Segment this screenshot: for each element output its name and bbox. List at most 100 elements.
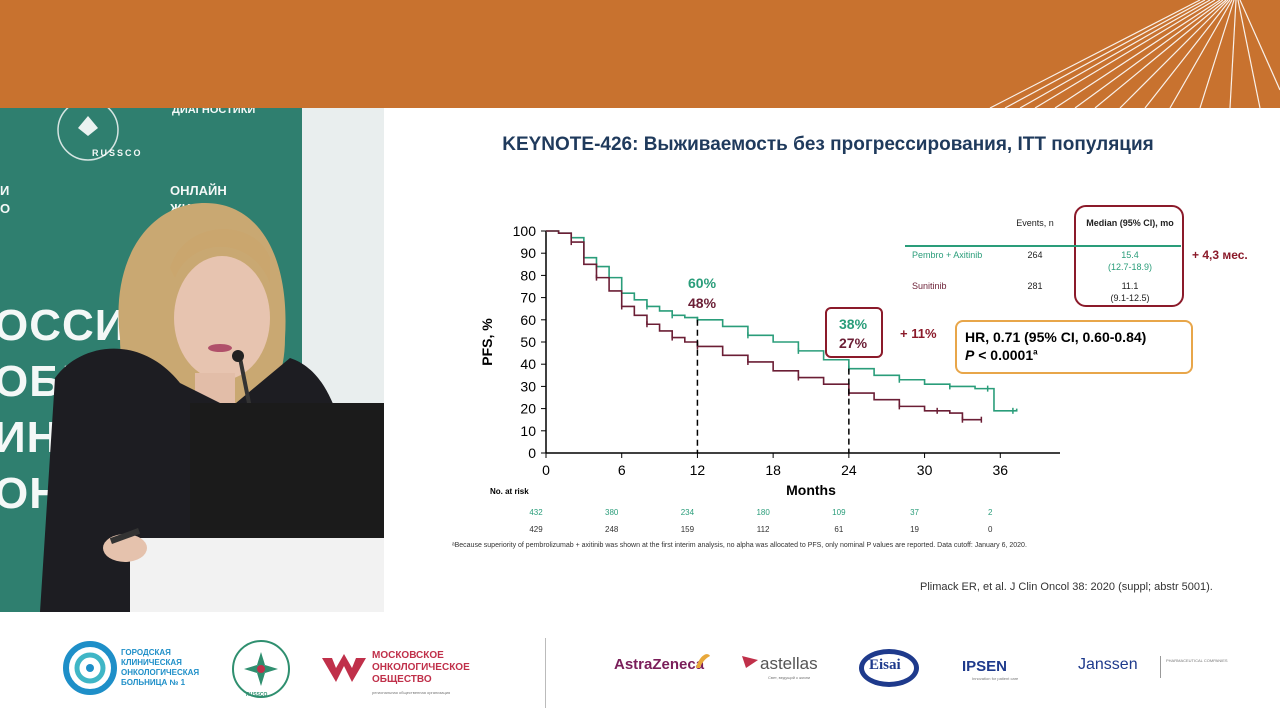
landmark-24-pembro: 38%	[839, 316, 868, 332]
risk-suni-value: 61	[834, 525, 843, 534]
landmark-24-suni: 27%	[839, 335, 868, 351]
hospital-line-4: БОЛЬНИЦА № 1	[121, 678, 186, 687]
km-curve-sunitinib	[546, 230, 982, 421]
moo-logo-text: МОСКОВСКОЕ ОНКОЛОГИЧЕСКОЕ ОБЩЕСТВО	[372, 650, 470, 686]
russco-logo-text: RUSSCO	[246, 692, 268, 698]
astellas-subtext: Свет, ведущий к жизни	[768, 675, 811, 680]
x-tick-label: 30	[917, 462, 933, 478]
astrazeneca-logo: AstraZeneca	[614, 656, 705, 673]
hospital-line-2: КЛИНИЧЕСКАЯ	[121, 658, 182, 667]
y-tick-label: 40	[520, 356, 536, 372]
ipsen-logo: IPSEN	[962, 658, 1008, 675]
y-tick-label: 20	[520, 401, 536, 417]
x-axis-title: Months	[786, 482, 836, 498]
row-suni-median: 11.1	[1121, 281, 1139, 291]
x-tick-label: 12	[690, 462, 706, 478]
median-delta-label: + 4,3 мес.	[1192, 248, 1248, 262]
astellas-star-icon	[742, 656, 758, 668]
risk-pembro-value: 180	[756, 508, 770, 517]
slide-footnote: ᵃBecause superiority of pembrolizumab + …	[452, 542, 1027, 549]
logo-divider	[545, 638, 546, 708]
row-pembro-arm: Pembro + Axitinib	[912, 250, 983, 260]
astellas-logo: astellas	[760, 654, 818, 673]
moo-line-1: МОСКОВСКОЕ	[372, 650, 444, 661]
col-events-header: Events, n	[1016, 218, 1054, 228]
risk-pembro-value: 2	[988, 508, 993, 517]
risk-suni-value: 0	[988, 525, 993, 534]
backdrop-side-2: О	[0, 201, 11, 216]
chart-curves	[546, 230, 1018, 423]
risk-suni-value: 19	[910, 525, 919, 534]
x-tick-label: 0	[542, 462, 550, 478]
row-suni-ci: (9.1-12.5)	[1110, 293, 1150, 303]
risk-table-label: No. at risk	[490, 487, 529, 496]
p-label: P	[965, 347, 975, 363]
p-value: < 0.0001	[978, 347, 1034, 363]
sponsor-logos: ГОРОДСКАЯ КЛИНИЧЕСКАЯ ОНКОЛОГИЧЕСКАЯ БОЛ…	[0, 612, 1280, 720]
moo-logo-subtext: региональная общественная организация	[372, 690, 451, 695]
median-highlight-box	[1074, 205, 1184, 307]
row-suni-arm: Sunitinib	[912, 281, 947, 291]
slide-citation: Plimack ER, et al. J Clin Oncol 38: 2020…	[920, 581, 1213, 593]
hospital-logo-icon	[63, 641, 117, 695]
hospital-logo-text: ГОРОДСКАЯ КЛИНИЧЕСКАЯ ОНКОЛОГИЧЕСКАЯ БОЛ…	[121, 648, 199, 688]
risk-suni-value: 112	[757, 525, 770, 534]
janssen-logo: Janssen	[1078, 656, 1138, 673]
y-tick-label: 100	[513, 223, 537, 239]
col-median-header: Median (95% CI), mo	[1086, 218, 1174, 228]
y-tick-label: 0	[528, 445, 536, 461]
row-pembro-events: 264	[1027, 250, 1043, 260]
astrazeneca-mark-icon	[696, 654, 710, 668]
slide-title: KEYNOTE-426: Выживаемость без прогрессир…	[502, 134, 1154, 155]
landmark-24-box	[825, 307, 883, 358]
table-rule	[905, 245, 1181, 247]
x-tick-label: 24	[841, 462, 857, 478]
y-tick-label: 50	[520, 334, 536, 350]
eisai-logo: Eisai	[869, 657, 901, 673]
speaker-figure	[40, 108, 384, 612]
y-tick-label: 80	[520, 267, 536, 283]
hospital-line-3: ОНКОЛОГИЧЕСКАЯ	[121, 668, 200, 677]
eisai-logo-icon	[859, 649, 919, 687]
y-tick-label: 10	[520, 423, 536, 439]
y-tick-label: 70	[520, 290, 536, 306]
top-banner	[0, 0, 1280, 108]
janssen-subtext: PHARMACEUTICAL COMPANIES	[1166, 658, 1228, 663]
hospital-line-1: ГОРОДСКАЯ	[121, 648, 171, 657]
speaker-video: ДИАГНОСТИКИ RUSSCO ОНЛАЙН ЖИЕ И О ОССИЙС…	[0, 108, 384, 612]
hazard-ratio-text: HR, 0.71 (95% CI, 0.60-0.84)	[965, 329, 1147, 345]
hazard-ratio-box: HR, 0.71 (95% CI, 0.60-0.84) P < 0.0001a	[955, 320, 1193, 374]
moo-line-3: ОБЩЕСТВО	[372, 674, 432, 685]
risk-pembro-value: 234	[681, 508, 695, 517]
x-tick-label: 6	[618, 462, 626, 478]
backdrop-text-side: И О	[0, 182, 10, 218]
moo-logo-icon	[322, 654, 366, 682]
row-pembro-median: 15.4	[1121, 250, 1139, 260]
y-tick-label: 30	[520, 378, 536, 394]
y-tick-label: 90	[520, 245, 536, 261]
landmark-12-suni: 48%	[688, 295, 717, 311]
risk-suni-value: 429	[529, 525, 543, 534]
p-footnote-marker: a	[1033, 347, 1038, 357]
risk-table: No. at risk 432 429 380 248 234 159 180 112 109 61…	[490, 487, 993, 534]
risk-pembro-value: 380	[605, 508, 619, 517]
risk-suni-value: 248	[605, 525, 619, 534]
moo-line-2: ОНКОЛОГИЧЕСКОЕ	[372, 662, 470, 673]
ipsen-subtext: Innovation for patient care	[972, 676, 1019, 681]
russco-logo-icon	[232, 640, 290, 698]
landmark-lines	[696, 319, 850, 453]
y-axis-title: PFS, %	[479, 318, 495, 366]
row-suni-events: 281	[1027, 281, 1043, 291]
risk-pembro-value: 432	[529, 508, 543, 517]
risk-pembro-value: 37	[910, 508, 919, 517]
y-tick-label: 60	[520, 312, 536, 328]
russco-emblem-icon	[57, 108, 119, 161]
landmark-24-delta: + 11%	[900, 326, 937, 341]
risk-suni-value: 159	[681, 525, 695, 534]
risk-pembro-value: 109	[832, 508, 846, 517]
backdrop-text-russco: RUSSCO	[92, 148, 143, 158]
janssen-divider	[1160, 656, 1161, 678]
km-curve-chart: 010203040506070809010006121824303642Mont…	[479, 223, 1060, 534]
landmark-12-pembro: 60%	[688, 275, 717, 291]
